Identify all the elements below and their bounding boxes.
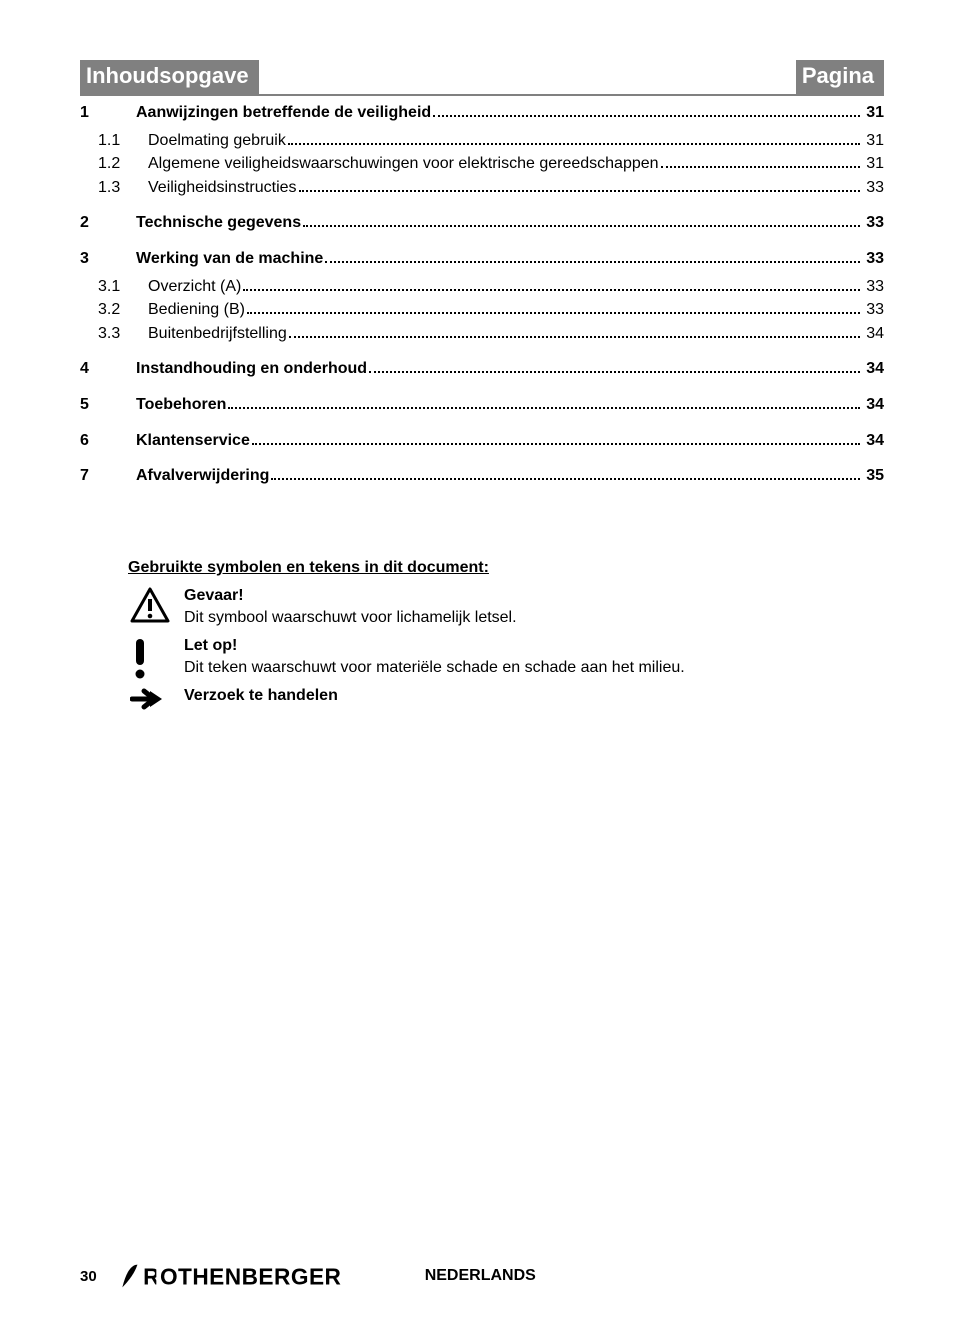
toc-leader — [228, 395, 860, 409]
toc-title: Doelmating gebruik — [148, 130, 286, 152]
toc-item-row: 3.3 Buitenbedrijfstelling 34 — [80, 323, 884, 345]
toc-number: 3.2 — [80, 299, 136, 321]
header-spacer — [259, 60, 796, 94]
toc-item-row: 1.2 Algemene veiligheidswaarschuwingen vo… — [80, 153, 884, 175]
toc-item-row: 1.1 Doelmating gebruik 31 — [80, 130, 884, 152]
toc-leader — [252, 430, 860, 444]
symbol-row: Verzoek te handelen — [128, 687, 884, 711]
symbol-description: Dit teken waarschuwt voor materiële scha… — [184, 659, 685, 677]
toc-title: Klantenservice — [136, 430, 250, 452]
toc-title: Bediening (B) — [148, 299, 245, 321]
toc-section-row: 2Technische gegevens 33 — [80, 212, 884, 234]
toc-title: Afvalverwijdering — [136, 465, 269, 487]
toc-page: 33 — [864, 276, 884, 298]
toc-page: 33 — [864, 212, 884, 234]
toc-number: 1.3 — [80, 177, 136, 199]
header-title-right: Pagina — [796, 60, 884, 94]
toc-leader — [288, 130, 860, 144]
warning-triangle-icon — [130, 587, 170, 623]
toc-title: Aanwijzingen betreffende de veiligheid — [136, 102, 431, 124]
symbol-title: Verzoek te handelen — [184, 687, 338, 705]
header-title-left: Inhoudsopgave — [80, 60, 259, 94]
toc-title: Algemene veiligheidswaarschuwingen voor … — [148, 153, 659, 175]
symbol-row: Let op! Dit teken waarschuwt voor materië… — [128, 637, 884, 683]
toc-title: Overzicht (A) — [148, 276, 241, 298]
header-bar: Inhoudsopgave Pagina — [80, 60, 884, 96]
symbols-list: Gevaar! Dit symbool waarschuwt voor licha… — [128, 587, 884, 711]
rothenberger-logo-icon: ROTHENBERGER — [115, 1259, 345, 1293]
toc-page: 31 — [864, 153, 884, 175]
symbol-icon-cell — [128, 687, 184, 711]
toc-section-row: 1Aanwijzingen betreffende de veiligheid … — [80, 102, 884, 124]
toc-page: 34 — [864, 358, 884, 380]
symbol-title: Let op! — [184, 637, 685, 655]
toc-title: Veiligheidsinstructies — [148, 177, 297, 199]
logo-text: ROTHENBERGER — [143, 1264, 341, 1290]
toc-page: 33 — [864, 248, 884, 270]
toc-page: 31 — [864, 102, 884, 124]
table-of-contents: 1Aanwijzingen betreffende de veiligheid … — [80, 102, 884, 487]
toc-number: 1.1 — [80, 130, 136, 152]
toc-number: 1 — [80, 102, 136, 124]
toc-leader — [369, 359, 860, 373]
symbol-description: Dit symbool waarschuwt voor lichamelijk … — [184, 609, 517, 627]
symbol-row: Gevaar! Dit symbool waarschuwt voor licha… — [128, 587, 884, 633]
toc-number: 2 — [80, 212, 136, 234]
toc-title: Instandhouding en onderhoud — [136, 358, 367, 380]
toc-page: 34 — [864, 430, 884, 452]
toc-number: 3.1 — [80, 276, 136, 298]
toc-number: 5 — [80, 394, 136, 416]
toc-leader — [247, 300, 860, 314]
toc-section-row: 5Toebehoren 34 — [80, 394, 884, 416]
toc-page: 33 — [864, 299, 884, 321]
toc-leader — [303, 213, 860, 227]
toc-title: Technische gegevens — [136, 212, 301, 234]
toc-number: 7 — [80, 465, 136, 487]
toc-leader — [243, 276, 860, 290]
toc-number: 3 — [80, 248, 136, 270]
toc-leader — [289, 323, 860, 337]
symbol-text: Let op! Dit teken waarschuwt voor materië… — [184, 637, 685, 683]
toc-leader — [661, 154, 861, 168]
exclamation-icon — [130, 637, 150, 681]
toc-title: Toebehoren — [136, 394, 226, 416]
toc-number: 6 — [80, 430, 136, 452]
toc-leader — [299, 177, 861, 191]
toc-leader — [433, 103, 860, 117]
symbol-icon-cell — [128, 587, 184, 623]
toc-page: 34 — [864, 323, 884, 345]
page-footer: 30 ROTHENBERGER NEDERLANDS — [80, 1259, 884, 1293]
toc-section-row: 7Afvalverwijdering 35 — [80, 465, 884, 487]
document-page: Inhoudsopgave Pagina 1Aanwijzingen betre… — [0, 0, 954, 755]
toc-number: 1.2 — [80, 153, 136, 175]
footer-language: NEDERLANDS — [425, 1267, 536, 1285]
toc-page: 31 — [864, 130, 884, 152]
toc-title: Buitenbedrijfstelling — [148, 323, 287, 345]
toc-item-row: 3.1 Overzicht (A) 33 — [80, 276, 884, 298]
toc-section-row: 4Instandhouding en onderhoud 34 — [80, 358, 884, 380]
footer-page-number: 30 — [80, 1268, 97, 1285]
toc-title: Werking van de machine — [136, 248, 323, 270]
symbol-text: Verzoek te handelen — [184, 687, 338, 709]
toc-item-row: 1.3 Veiligheidsinstructies 33 — [80, 177, 884, 199]
toc-number: 3.3 — [80, 323, 136, 345]
toc-item-row: 3.2 Bediening (B) 33 — [80, 299, 884, 321]
toc-page: 33 — [864, 177, 884, 199]
symbol-text: Gevaar! Dit symbool waarschuwt voor licha… — [184, 587, 517, 633]
symbol-icon-cell — [128, 637, 184, 681]
toc-section-row: 6Klantenservice 34 — [80, 430, 884, 452]
toc-section-row: 3Werking van de machine 33 — [80, 248, 884, 270]
arrow-right-icon — [130, 687, 164, 711]
symbols-section: Gebruikte symbolen en tekens in dit docu… — [128, 559, 884, 711]
toc-page: 35 — [864, 465, 884, 487]
footer-logo: ROTHENBERGER — [115, 1259, 345, 1293]
toc-leader — [271, 466, 860, 480]
toc-leader — [325, 249, 860, 263]
toc-number: 4 — [80, 358, 136, 380]
symbols-heading: Gebruikte symbolen en tekens in dit docu… — [128, 559, 884, 577]
toc-page: 34 — [864, 394, 884, 416]
symbol-title: Gevaar! — [184, 587, 517, 605]
